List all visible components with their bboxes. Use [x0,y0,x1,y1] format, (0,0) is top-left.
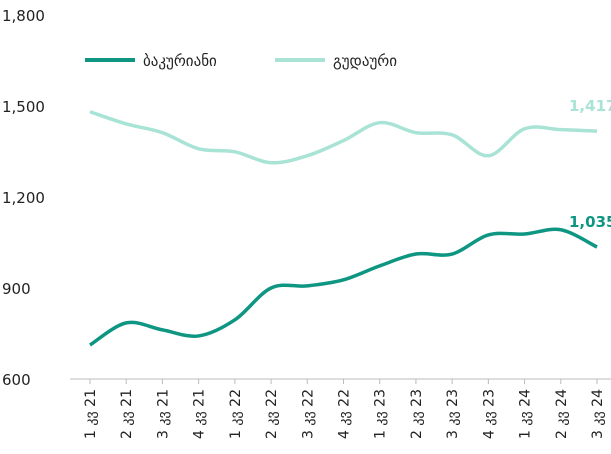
x-tick-label: 2 კვ 23 [409,389,425,439]
x-tick-label: 3 კვ 21 [155,389,171,439]
x-tick-label: 3 კვ 22 [300,389,316,439]
series-line [89,227,598,347]
x-tick-label: 1 კვ 22 [228,389,244,439]
y-tick-label: 900 [2,280,31,298]
y-tick-label: 1,500 [2,98,45,116]
y-tick-label: 1,800 [2,7,45,25]
data-label: 1,417 [569,97,611,115]
x-tick-label: 4 კვ 22 [337,389,353,439]
x-tick-label: 3 კვ 23 [445,389,461,439]
x-tick-label: 1 კვ 21 [83,389,99,439]
data-label: 1,035 [569,213,611,231]
x-tick-label: 1 კვ 24 [518,389,534,439]
series-line [89,110,598,165]
y-tick-label: 1,200 [2,189,45,207]
x-tick-label: 2 კვ 24 [554,389,570,439]
x-tick-label: 1 კვ 23 [373,389,389,439]
x-tick-label: 3 კვ 24 [590,389,606,439]
x-tick-label: 2 კვ 22 [264,389,280,439]
y-tick-label: 600 [2,371,31,389]
x-tick-label: 4 კვ 23 [481,389,497,439]
legend-label: გუდაური [333,52,397,70]
legend-label: ბაკურიანი [143,52,217,70]
x-tick-label: 4 კვ 21 [192,389,208,439]
x-tick-label: 2 კვ 21 [119,389,135,439]
